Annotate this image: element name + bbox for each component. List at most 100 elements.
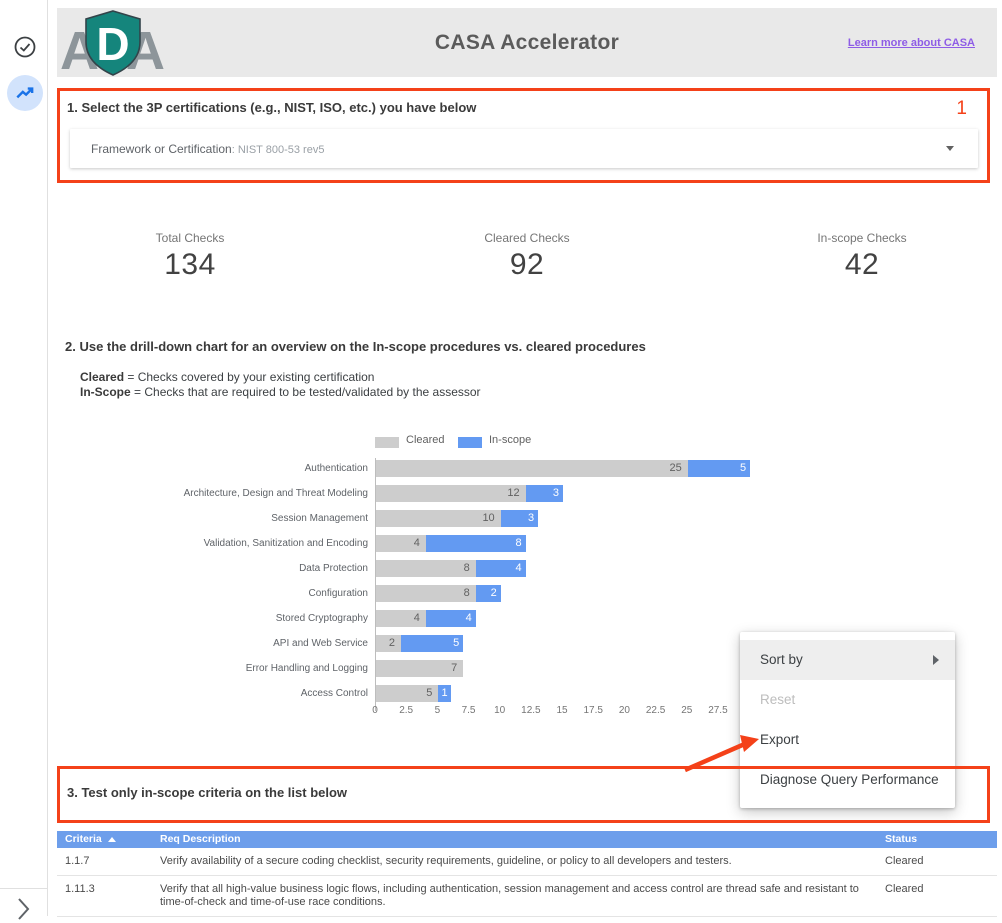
scorecard-inscope-checks: In-scope Checks 42 <box>752 231 972 282</box>
scorecard-value: 134 <box>164 248 216 281</box>
bar-value-inscope: 4 <box>515 562 522 574</box>
x-axis-tick: 10 <box>494 705 506 716</box>
bar-inscope[interactable]: 4 <box>425 610 476 627</box>
chart-category-label: Session Management <box>271 513 368 524</box>
scorecard-value: 42 <box>844 248 880 281</box>
menu-item-export[interactable]: Export <box>760 732 800 747</box>
bar-cleared[interactable]: 2 <box>376 635 401 652</box>
bar-value-inscope: 2 <box>490 587 497 599</box>
bar-inscope[interactable]: 4 <box>475 560 526 577</box>
bar-cleared[interactable]: 8 <box>376 560 476 577</box>
bar-cleared[interactable]: 4 <box>376 535 426 552</box>
chart-category-label: Configuration <box>308 588 368 599</box>
x-axis-tick: 12.5 <box>521 705 541 716</box>
bar-value-cleared: 2 <box>388 637 395 649</box>
x-axis-tick: 7.5 <box>461 705 476 716</box>
check-circle-icon[interactable] <box>13 35 37 59</box>
menu-item-diagnose-query-performance[interactable]: Diagnose Query Performance <box>760 772 939 787</box>
x-axis-tick: 15 <box>556 705 568 716</box>
bar-value-inscope: 5 <box>453 637 460 649</box>
table-row: 1.11.3 Verify that all high-value busines… <box>57 876 997 917</box>
header: A A D CASA Accelerator Learn more about … <box>57 8 997 77</box>
bar-value-cleared: 8 <box>463 562 470 574</box>
section3-heading: 3. Test only in-scope criteria on the li… <box>67 785 348 800</box>
chart-category-label: API and Web Service <box>273 638 368 649</box>
scorecard-label: Cleared Checks <box>484 231 570 245</box>
bar-inscope[interactable]: 3 <box>500 510 539 527</box>
chart-category-label: Architecture, Design and Threat Modeling <box>183 488 368 499</box>
column-header-status[interactable]: Status <box>885 833 918 845</box>
bar-inscope[interactable]: 5 <box>687 460 751 477</box>
section1-heading: 1. Select the 3P certifications (e.g., N… <box>67 100 477 115</box>
scorecard-value: 92 <box>509 248 545 281</box>
menu-item-sort-by[interactable]: Sort by <box>740 640 955 680</box>
bar-value-inscope: 4 <box>465 612 472 624</box>
column-header-req-description[interactable]: Req Description <box>160 833 241 845</box>
framework-certification-dropdown[interactable]: Framework or Certification: NIST 800-53 … <box>70 129 978 168</box>
learn-more-link[interactable]: Learn more about CASA <box>847 37 975 49</box>
chart-category-label: Data Protection <box>299 563 368 574</box>
trending-chart-nav-button[interactable] <box>7 75 43 111</box>
criteria-table: Criteria Req Description Status 1.1.7 Verify… <box>57 831 997 917</box>
bar-inscope[interactable]: 5 <box>400 635 464 652</box>
bar-value-cleared: 25 <box>669 462 682 474</box>
bar-cleared[interactable]: 8 <box>376 585 476 602</box>
x-axis-tick: 2.5 <box>399 705 414 716</box>
table-row: 1.1.7 Verify availability of a secure cod… <box>57 848 997 876</box>
cell-criteria: 1.11.3 <box>65 883 95 895</box>
page-title: CASA Accelerator <box>434 31 620 54</box>
sidebar-divider <box>47 0 48 916</box>
bar-value-cleared: 7 <box>451 662 458 674</box>
dropdown-label: Framework or Certification <box>91 142 232 156</box>
scorecard-label: Total Checks <box>155 231 225 245</box>
bar-cleared[interactable]: 4 <box>376 610 426 627</box>
bar-value-inscope: 1 <box>441 687 448 699</box>
chevron-down-icon <box>946 146 954 151</box>
scorecard-label: In-scope Checks <box>817 231 907 245</box>
y-axis-line <box>375 458 376 711</box>
chart-category-label: Error Handling and Logging <box>245 663 368 674</box>
bar-value-inscope: 5 <box>739 462 747 474</box>
x-axis-tick: 27.5 <box>708 705 728 716</box>
legend-label: In-scope <box>489 434 532 446</box>
cell-description: Verify that all high-value business logi… <box>160 883 859 908</box>
chart-category-label: Validation, Sanitization and Encoding <box>203 538 368 549</box>
x-axis-tick: 0 <box>372 705 378 716</box>
column-header-criteria[interactable]: Criteria <box>57 831 152 848</box>
bar-cleared[interactable]: 10 <box>376 510 501 527</box>
bar-inscope[interactable]: 3 <box>525 485 564 502</box>
expand-panel-chevron-icon[interactable] <box>17 897 31 923</box>
annotation-number-1: 1 <box>956 98 967 119</box>
bar-cleared[interactable]: 12 <box>376 485 526 502</box>
legend-definitions: Cleared = Checks covered by your existin… <box>80 370 481 399</box>
dropdown-value: : NIST 800-53 rev5 <box>231 144 325 156</box>
bar-cleared[interactable]: 25 <box>376 460 688 477</box>
menu-item-reset: Reset <box>760 692 796 707</box>
bar-inscope[interactable]: 8 <box>425 535 526 552</box>
scorecard-cleared-checks: Cleared Checks 92 <box>417 231 637 282</box>
chart-context-menu: Sort by Reset Export Diagnose Query Perform… <box>740 632 955 808</box>
cell-criteria: 1.1.7 <box>65 855 90 867</box>
bar-value-cleared: 5 <box>426 687 433 699</box>
x-axis-tick: 25 <box>681 705 693 716</box>
bar-value-cleared: 10 <box>482 512 495 524</box>
bar-cleared[interactable]: 5 <box>376 685 439 702</box>
bar-cleared[interactable]: 7 <box>376 660 464 677</box>
bar-inscope[interactable]: 1 <box>438 685 451 702</box>
trending-up-icon <box>16 87 34 99</box>
section2-heading: 2. Use the drill-down chart for an overv… <box>65 339 646 354</box>
cell-status: Cleared <box>885 883 924 895</box>
bar-value-inscope: 3 <box>552 487 560 499</box>
definition-cleared: Cleared = Checks covered by your existin… <box>80 370 375 384</box>
ada-logo: A A D <box>60 10 165 77</box>
svg-text:D: D <box>96 18 129 70</box>
bar-value-cleared: 8 <box>463 587 470 599</box>
legend-label: Cleared <box>406 434 445 446</box>
bar-value-cleared: 4 <box>413 612 420 624</box>
submenu-arrow-icon <box>933 655 939 665</box>
chart-category-label: Access Control <box>300 688 368 699</box>
table-header-row: Criteria Req Description Status <box>57 831 997 848</box>
x-axis-tick: 20 <box>618 705 630 716</box>
bar-inscope[interactable]: 2 <box>475 585 501 602</box>
